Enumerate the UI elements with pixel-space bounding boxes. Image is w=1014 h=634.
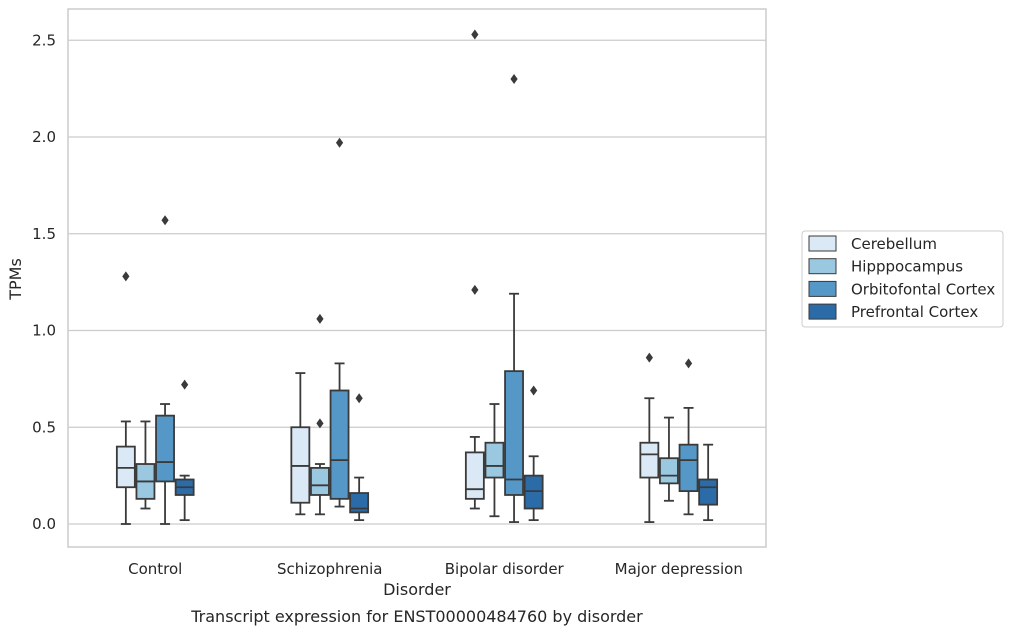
outlier-point (471, 284, 479, 295)
legend-label: Prefrontal Cortex (851, 303, 978, 321)
x-axis-label: Disorder (383, 580, 451, 599)
box-iqr (504, 370, 524, 496)
box-prefrontal-cortex (523, 385, 544, 522)
box-series (115, 29, 719, 525)
x-tick-label: Schizophrenia (277, 560, 382, 578)
box-iqr (659, 457, 679, 485)
box-cerebellum (115, 271, 136, 525)
y-axis-label: TPMs (6, 258, 25, 301)
gridlines (68, 39, 766, 525)
box-iqr (310, 466, 330, 496)
plot-area-frame (67, 8, 767, 548)
box-iqr (290, 426, 311, 504)
legend-swatch (808, 235, 837, 252)
x-tick-label: Major depression (615, 560, 743, 578)
legend-swatch (808, 303, 837, 320)
box-cerebellum (464, 29, 485, 510)
y-tick-label: 1.5 (32, 225, 56, 243)
box-iqr (484, 441, 505, 479)
outlier-point (181, 379, 189, 390)
outlier-point (471, 29, 479, 40)
legend-swatch (808, 258, 837, 275)
y-axis-ticks: 0.0 0.5 1.0 1.5 2.0 2.5 (32, 31, 56, 533)
box-iqr (329, 389, 350, 500)
outlier-point (316, 313, 324, 324)
outlier-point (645, 352, 653, 363)
x-axis-ticks: Control Schizophrenia Bipolar disorder Majo… (128, 560, 743, 578)
x-tick-label: Bipolar disorder (445, 560, 565, 578)
box-prefrontal-cortex (174, 379, 195, 522)
outlier-point (355, 393, 363, 404)
box-iqr (523, 474, 544, 510)
outlier-point (316, 418, 324, 429)
y-tick-label: 2.5 (32, 31, 56, 49)
box-orbitofontal-cortex (504, 73, 524, 523)
outlier-point (161, 215, 169, 226)
box-iqr (115, 445, 136, 489)
chart-caption: Transcript expression for ENST0000048476… (190, 607, 643, 626)
box-cerebellum (290, 372, 311, 516)
box-orbitofontal-cortex (155, 215, 175, 525)
x-tick-label: Control (128, 560, 182, 578)
box-iqr (349, 492, 370, 514)
box-orbitofontal-cortex (329, 137, 350, 508)
box-hipppocampus (135, 420, 156, 510)
outlier-point (530, 385, 538, 396)
y-tick-label: 2.0 (32, 128, 56, 146)
box-cerebellum (639, 352, 660, 523)
y-tick-label: 1.0 (32, 322, 56, 340)
box-prefrontal-cortex (698, 443, 719, 522)
box-iqr (464, 451, 485, 500)
outlier-point (335, 137, 344, 148)
legend: Cerebellum Hipppocampus Orbitofontal Corte… (801, 230, 1004, 328)
y-tick-label: 0.0 (32, 515, 56, 533)
legend-frame (801, 230, 1004, 328)
box-orbitofontal-cortex (678, 358, 699, 516)
outlier-point (122, 271, 130, 282)
box-iqr (639, 441, 660, 479)
box-prefrontal-cortex (349, 393, 370, 522)
legend-label: Cerebellum (851, 235, 937, 253)
legend-label: Hipppocampus (851, 258, 963, 276)
box-iqr (678, 443, 699, 493)
y-tick-label: 0.5 (32, 418, 56, 436)
outlier-point (684, 358, 693, 369)
box-iqr (698, 478, 719, 506)
box-iqr (155, 414, 175, 483)
box-hipppocampus (310, 313, 330, 516)
box-hipppocampus (659, 416, 679, 502)
legend-swatch (808, 280, 837, 297)
outlier-point (510, 73, 518, 84)
legend-label: Orbitofontal Cortex (851, 280, 995, 298)
box-hipppocampus (484, 403, 505, 518)
